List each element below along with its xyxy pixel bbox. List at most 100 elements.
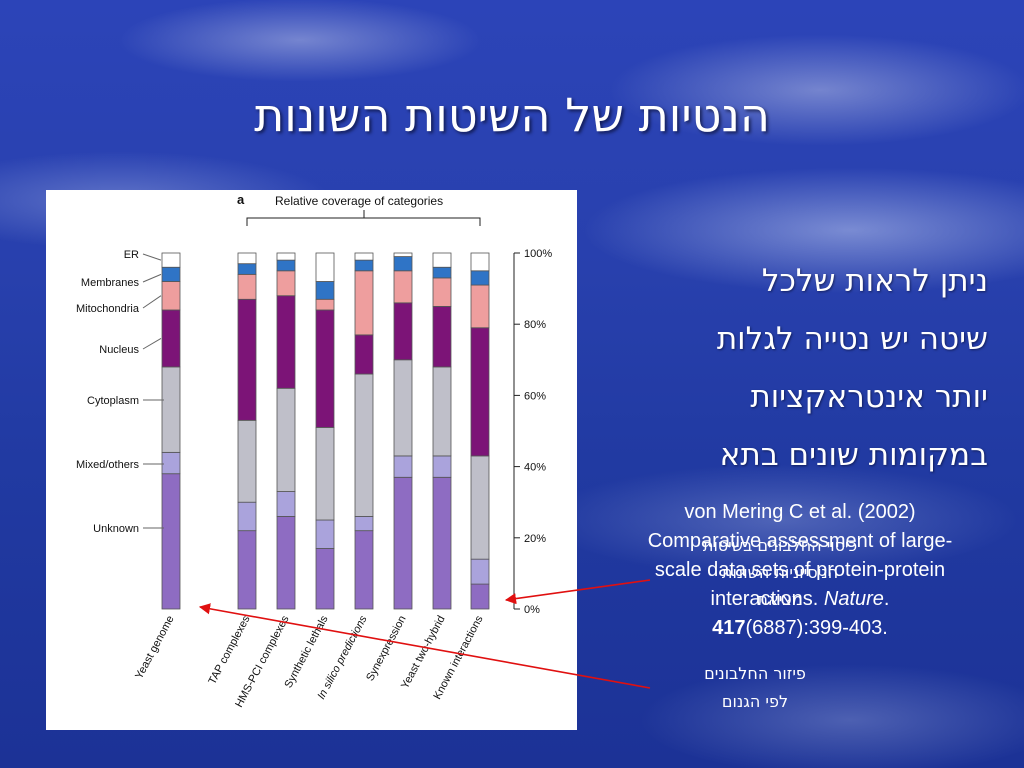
- bar-segment: [470, 284, 490, 329]
- bar-segment: [315, 298, 335, 311]
- y-tick-label: 40%: [524, 462, 546, 474]
- bar-segment: [276, 516, 296, 610]
- legend-label: Nucleus: [99, 344, 139, 356]
- legend-leader: [142, 253, 162, 261]
- bar-segment: [470, 455, 490, 560]
- chart-title: Relative coverage of categories: [275, 194, 443, 208]
- x-tick-label: Yeast genome: [133, 614, 176, 681]
- legend-label: Membranes: [81, 277, 140, 289]
- bar-segment: [315, 548, 335, 610]
- bar-segment: [276, 295, 296, 389]
- legend-label: Unknown: [93, 523, 139, 535]
- citation-title-line: Comparative assessment of large-: [647, 530, 953, 552]
- citation-text: interactions.: [710, 588, 824, 610]
- legend-leader: [142, 295, 162, 309]
- bar-segment: [393, 476, 413, 610]
- citation-pages: (6887):399-403.: [745, 617, 888, 639]
- coverage-chart: a Relative coverage of categories Yeast ge…: [46, 190, 577, 730]
- bar-segment: [315, 281, 335, 300]
- bar-segment: [237, 501, 257, 532]
- citation: von Mering C et al. (2002) Comparative a…: [600, 498, 1000, 643]
- bar-segment: [237, 273, 257, 300]
- y-tick-label: 0%: [524, 604, 540, 616]
- bar-segment: [315, 519, 335, 549]
- panel-label: a: [237, 192, 245, 207]
- citation-volume: 417: [712, 617, 746, 639]
- bar-segment: [470, 270, 490, 286]
- bar-segment: [354, 516, 374, 532]
- bar-segment: [432, 476, 452, 610]
- bar-segment: [354, 530, 374, 610]
- bar-segment: [161, 451, 181, 475]
- bar-segment: [161, 281, 181, 311]
- bar-segment: [393, 359, 413, 457]
- bar-segment: [237, 530, 257, 610]
- bar-segment: [432, 306, 452, 368]
- citation-journal: Nature: [823, 588, 884, 610]
- bar-segment: [315, 427, 335, 521]
- x-tick-label: TAP complexes: [206, 613, 253, 686]
- paragraph-line: שיטה יש נטייה לגלות: [716, 321, 988, 357]
- bar-segment: [432, 366, 452, 457]
- bar-segment: [393, 256, 413, 272]
- bar-segment: [276, 491, 296, 517]
- citation-authors: von Mering C et al. (2002): [684, 501, 916, 523]
- bar-segment: [354, 252, 374, 261]
- paragraph-line: יותר אינטראקציות: [750, 379, 988, 415]
- bar-segment: [237, 252, 257, 265]
- paragraph-line: במקומות שונים בתא: [719, 437, 988, 473]
- bar-segment: [315, 309, 335, 428]
- bar-segment: [161, 252, 181, 268]
- legend-leader: [142, 338, 162, 350]
- bar-segment: [354, 259, 374, 272]
- bar-segment: [161, 366, 181, 453]
- legend-label: Cytoplasm: [87, 395, 139, 407]
- bar-segment: [393, 455, 413, 478]
- citation-text: .: [883, 588, 890, 610]
- bar-segment: [276, 252, 296, 261]
- legend-label: ER: [124, 249, 139, 261]
- caption-line: פיזור החלבונים: [704, 664, 806, 683]
- y-tick-label: 20%: [524, 533, 546, 545]
- y-tick-label: 60%: [524, 390, 546, 402]
- bar-segment: [432, 266, 452, 279]
- slide-title: הנטיות של השיטות השונות: [254, 88, 770, 142]
- legend-label: Mixed/others: [76, 459, 139, 471]
- explanation-paragraph: ניתן לראות שלכל שיטה יש נטייה לגלות יותר…: [600, 252, 988, 484]
- bar-segment: [432, 277, 452, 307]
- citation-volume-line: 417(6887):399-403.: [600, 614, 1000, 643]
- overlay-line: כיסוי החלבונים בשיטות: [702, 536, 858, 555]
- caption-line: לפי הגנום: [721, 692, 789, 711]
- hebrew-overlay-note: כיסוי החלבונים בשיטות הניסיוניות השונות …: [630, 532, 930, 613]
- paragraph-line: ניתן לראות שלכל: [761, 263, 988, 299]
- bar-segment: [393, 252, 413, 257]
- bar-segment: [470, 327, 490, 457]
- bar-segment: [237, 298, 257, 421]
- bar-segment: [276, 259, 296, 272]
- bar-segment: [237, 419, 257, 503]
- bar-segment: [161, 473, 181, 610]
- bar-segment: [393, 270, 413, 304]
- y-tick-label: 100%: [524, 248, 552, 260]
- bar-segment: [315, 252, 335, 282]
- legend-label: Mitochondria: [76, 303, 140, 315]
- overlay-line: מציאת: [757, 590, 803, 609]
- overlay-line: הניסיוניות השונות: [721, 563, 839, 582]
- citation-journal-line: interactions. Nature.: [600, 585, 1000, 614]
- bar-segment: [161, 309, 181, 368]
- bar-segment: [470, 558, 490, 585]
- genome-caption: פיזור החלבונים לפי הגנום: [650, 660, 860, 716]
- bar-segment: [161, 266, 181, 282]
- y-tick-label: 80%: [524, 319, 546, 331]
- citation-title-line: scale data sets of protein-protein: [654, 559, 946, 581]
- bar-segment: [354, 270, 374, 336]
- bar-segment: [470, 252, 490, 272]
- legend-leader: [142, 273, 162, 283]
- bar-segment: [237, 263, 257, 275]
- bar-segment: [276, 270, 296, 297]
- bar-segment: [354, 334, 374, 375]
- x-tick-label: Synexpression: [364, 614, 408, 683]
- bar-segment: [393, 302, 413, 361]
- bar-segment: [470, 583, 490, 610]
- bar-segment: [432, 252, 452, 268]
